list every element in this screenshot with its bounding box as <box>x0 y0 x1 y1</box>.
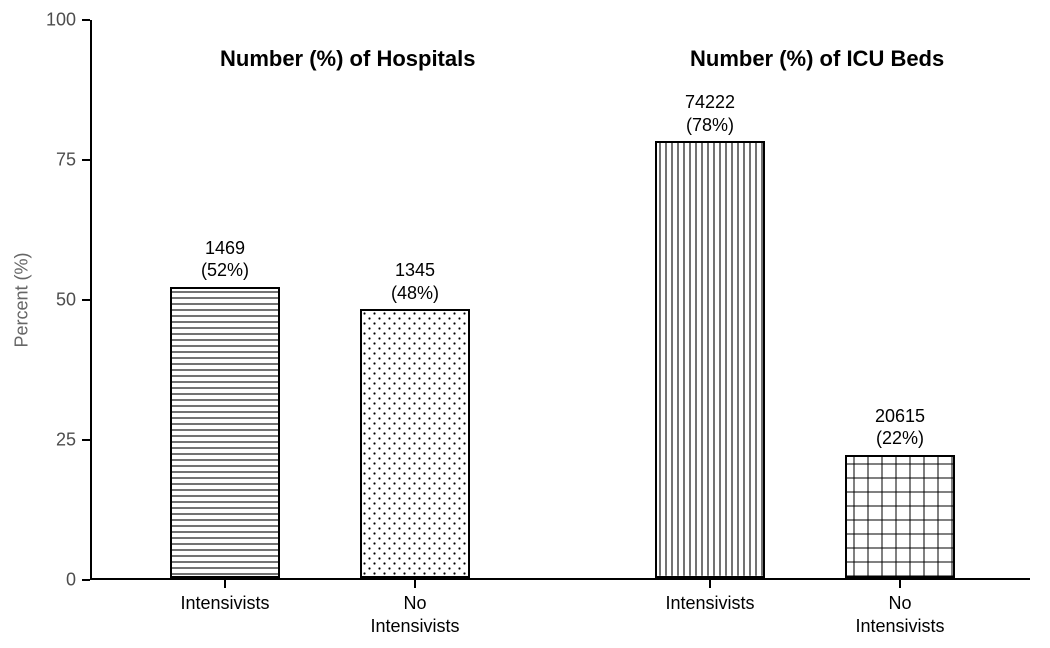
bar-percent: (52%) <box>201 260 249 280</box>
y-tick-label: 25 <box>56 430 90 451</box>
bar-count: 74222 <box>685 92 735 112</box>
y-tick-label: 50 <box>56 290 90 311</box>
bar-hospitals-0 <box>170 287 280 578</box>
x-tick-label: NoIntensivists <box>855 580 944 637</box>
bar-count: 20615 <box>875 406 925 426</box>
chart-container: Percent (%) 0255075100Number (%) of Hosp… <box>0 0 1050 648</box>
y-tick-label: 100 <box>46 10 90 31</box>
bar-icu-beds-3 <box>845 455 955 578</box>
y-axis-line <box>90 20 92 580</box>
bar-percent: (48%) <box>391 283 439 303</box>
x-tick-label: Intensivists <box>180 580 269 615</box>
bar-count: 1345 <box>395 260 435 280</box>
bar-percent: (22%) <box>876 428 924 448</box>
bar-value-label: 74222 (78%) <box>610 91 810 136</box>
panel-title-0: Number (%) of Hospitals <box>220 46 475 72</box>
bar-value-label: 1469(52%) <box>125 237 325 282</box>
y-tick-label: 0 <box>66 570 90 591</box>
y-axis-title: Percent (%) <box>12 252 33 347</box>
bar-value-label: 1345 (48%) <box>315 259 515 304</box>
x-tick-label: Intensivists <box>665 580 754 615</box>
bar-value-label: 20615(22%) <box>800 405 1000 450</box>
y-tick-label: 75 <box>56 150 90 171</box>
bar-percent: (78%) <box>686 115 734 135</box>
x-tick-label: NoIntensivists <box>370 580 459 637</box>
panel-title-1: Number (%) of ICU Beds <box>690 46 944 72</box>
bar-count: 1469 <box>205 238 245 258</box>
plot-area: 0255075100Number (%) of HospitalsNumber … <box>90 20 1030 580</box>
bar-hospitals-1 <box>360 309 470 578</box>
bar-icu-beds-2 <box>655 141 765 578</box>
